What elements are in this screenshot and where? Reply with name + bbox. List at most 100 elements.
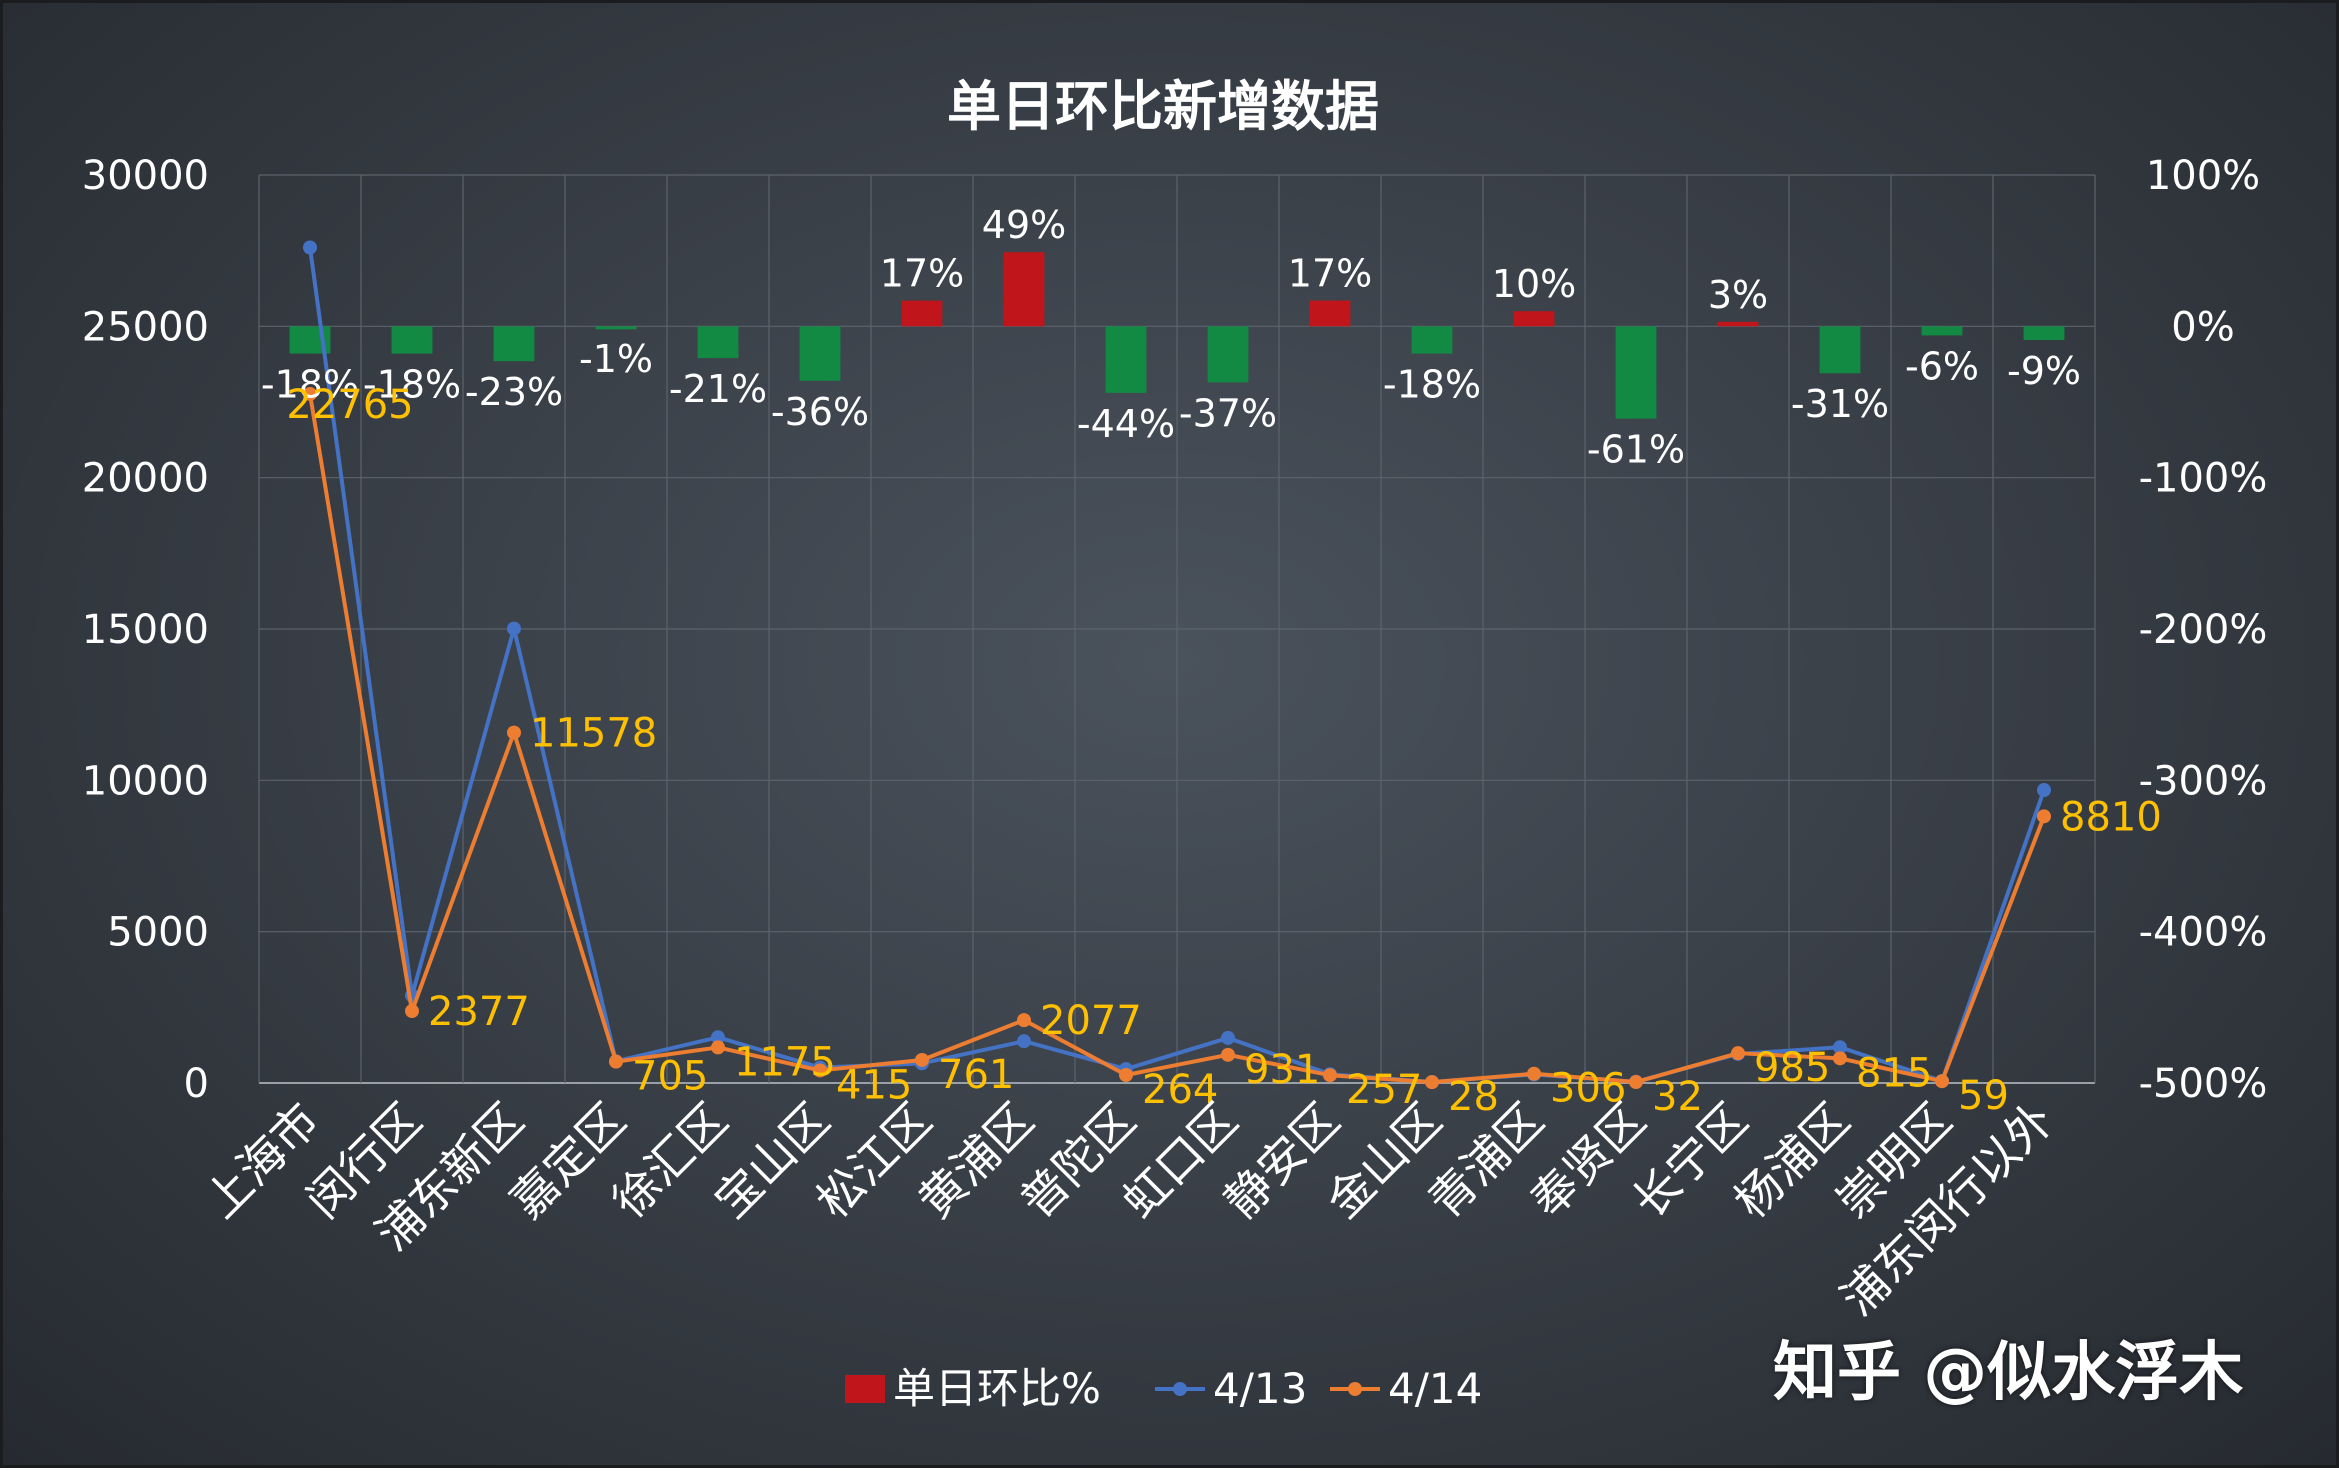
bar-data-label: 17%	[1288, 252, 1372, 296]
series-413-point	[711, 1030, 725, 1045]
line-data-label: 1175	[734, 1039, 836, 1085]
series-413-point	[1833, 1040, 1847, 1055]
y-right-tick-label: -500%	[2139, 1061, 2268, 1107]
bar-data-label: 3%	[1708, 273, 1768, 317]
line-data-label: 8810	[2060, 794, 2162, 840]
legend-swatch-bar	[845, 1375, 885, 1403]
series-414-point	[1935, 1074, 1949, 1089]
line-data-label: 2377	[428, 989, 530, 1035]
series-414-point	[1221, 1047, 1235, 1062]
line-data-label: 415	[836, 1062, 912, 1108]
line-data-label: 264	[1142, 1067, 1218, 1113]
line-data-label: 306	[1550, 1066, 1626, 1112]
bar-data-label: -44%	[1077, 402, 1175, 446]
legend-label: 单日环比%	[893, 1364, 1101, 1413]
line-data-label: 815	[1856, 1050, 1932, 1096]
x-tick-label: 静安区	[1214, 1093, 1350, 1229]
bar-mark	[901, 300, 943, 327]
series-414-point	[1017, 1013, 1031, 1028]
series-413-point	[1221, 1030, 1235, 1045]
series-414-point	[813, 1063, 827, 1078]
series-414-line	[308, 393, 2046, 1085]
bar-mark	[1921, 326, 1963, 336]
series-414-point	[507, 725, 521, 740]
bar-mark	[493, 326, 535, 362]
bar-data-label: -9%	[2007, 349, 2081, 393]
line-data-label: 22765	[286, 382, 413, 428]
series-414-point	[1833, 1051, 1847, 1066]
bar-mark	[595, 326, 637, 330]
bar-data-label: -36%	[771, 390, 869, 434]
bar-mark	[1207, 326, 1249, 383]
x-tick-label: 黄浦区	[908, 1093, 1044, 1229]
bar-data-label: -18%	[363, 363, 461, 407]
bar-mark	[1411, 326, 1453, 354]
series-413-point	[2037, 783, 2051, 798]
series-413-point	[507, 621, 521, 636]
y-right-tick-label: -400%	[2139, 910, 2268, 956]
bar-data-label: -61%	[1587, 428, 1685, 472]
y-left-tick-label: 0	[184, 1061, 209, 1107]
bar-mark	[697, 326, 739, 359]
series-414-point	[609, 1054, 623, 1069]
line-data-label: 257	[1346, 1067, 1422, 1113]
bar-mark	[1003, 252, 1045, 327]
y-left-tick-label: 20000	[82, 456, 209, 502]
line-data-label: 28	[1448, 1074, 1499, 1120]
x-tick-label: 上海市	[194, 1093, 330, 1229]
bar-mark	[799, 326, 841, 381]
line-data-label: 931	[1244, 1047, 1320, 1093]
line-data-label: 32	[1652, 1074, 1703, 1120]
legend-swatch-point	[1173, 1382, 1187, 1396]
bar-mark	[1615, 326, 1657, 419]
y-left-tick-label: 5000	[107, 910, 209, 956]
line-data-label: 2077	[1040, 998, 1142, 1044]
x-tick-label: 嘉定区	[500, 1093, 636, 1229]
series-414-point	[915, 1052, 929, 1067]
bar-data-label: -37%	[1179, 391, 1277, 435]
bar-mark	[1819, 326, 1861, 374]
bar-data-label: -6%	[1905, 344, 1979, 388]
y-right-tick-label: 0%	[2171, 304, 2234, 350]
x-tick-label: 徐汇区	[602, 1093, 738, 1229]
bar-mark	[2023, 326, 2065, 340]
line-data-label: 705	[632, 1054, 708, 1100]
x-tick-label: 宝山区	[704, 1093, 840, 1229]
bar-mark	[1105, 326, 1147, 393]
line-data-label: 761	[938, 1052, 1014, 1098]
line-data-label: 59	[1958, 1073, 2009, 1119]
y-right-tick-label: 100%	[2146, 153, 2260, 199]
y-left-tick-label: 10000	[82, 758, 209, 804]
bar-data-label: -21%	[669, 367, 767, 411]
series-413-point	[303, 240, 317, 255]
series-414-point	[2037, 809, 2051, 824]
bar-data-label: 10%	[1492, 262, 1576, 306]
series-413-point	[1017, 1034, 1031, 1049]
series-414-point	[711, 1040, 725, 1055]
bar-data-label: -18%	[261, 363, 359, 407]
x-tick-label: 普陀区	[1010, 1093, 1146, 1229]
legend-label: 4/14	[1388, 1364, 1482, 1413]
bar-data-label: -23%	[465, 370, 563, 414]
bar-mark	[391, 326, 433, 354]
line-data-label: 11578	[530, 711, 657, 757]
bar-data-label: 17%	[880, 252, 964, 296]
bar-mark	[1513, 311, 1555, 327]
bar-data-label: 49%	[982, 203, 1066, 247]
legend-swatch-point	[1348, 1382, 1362, 1396]
bar-data-label: -18%	[1383, 363, 1481, 407]
series-414-point	[1425, 1075, 1439, 1090]
bar-mark	[1309, 300, 1351, 327]
series-414-point	[303, 386, 317, 401]
chart-svg: 单日环比新增数据 0 5000 10000 15000 20000 25000 30000 -5…	[82, 75, 2268, 1413]
series-414-point	[1629, 1075, 1643, 1090]
watermark: 知乎 @似水浮木	[1773, 1336, 2244, 1410]
series-414-point	[1527, 1066, 1541, 1081]
chart-title: 单日环比新增数据	[947, 75, 1379, 138]
legend-label: 4/13	[1213, 1364, 1307, 1413]
y-right-tick-label: -100%	[2139, 456, 2268, 502]
series-414-point	[1119, 1068, 1133, 1083]
y-left-tick-label: 30000	[82, 153, 209, 199]
y-left-tick-label: 25000	[82, 304, 209, 350]
